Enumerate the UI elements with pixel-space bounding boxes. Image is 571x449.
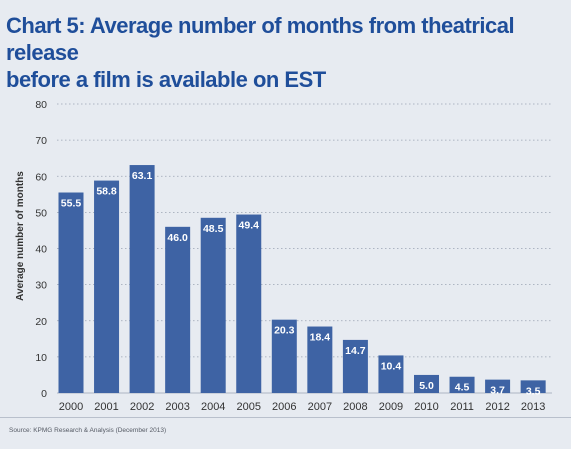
bar-value-label: 20.3 [274,325,295,337]
bar [129,165,155,393]
bar-value-label: 63.1 [132,170,153,182]
bar-value-label: 5.0 [419,380,434,392]
x-tick-label: 2003 [165,401,189,413]
bar [200,217,226,393]
x-tick-label: 2005 [237,401,261,413]
bar-value-label: 14.7 [345,345,366,357]
y-tick-label: 20 [35,316,47,328]
value-labels: 55.5 58.8 63.1 46.0 48.5 49.4 20.3 18.4 14.7 10.4… [61,170,541,397]
y-axis-ticks: 0 10 20 30 40 50 60 70 80 [35,99,47,400]
x-tick-label: 2002 [130,401,154,413]
bar [236,214,262,393]
source-note: Source: KPMG Research & Analysis (Decemb… [9,427,167,434]
y-tick-label: 40 [35,244,47,256]
y-tick-label: 10 [35,352,47,364]
x-axis-ticks: 2000 2001 2002 2003 2004 2005 2006 2007 2008 2009… [59,401,546,413]
x-tick-label: 2004 [201,401,225,413]
y-axis-label: Average number of months [15,171,26,301]
bar-value-label: 18.4 [310,332,331,344]
x-tick-label: 2013 [521,401,545,413]
y-tick-label: 80 [35,99,47,111]
x-tick-label: 2012 [485,401,509,413]
x-tick-label: 2007 [308,401,332,413]
bar-value-label: 10.4 [381,360,402,372]
bar [58,192,84,393]
bars [58,165,546,393]
x-tick-label: 2006 [272,401,296,413]
x-tick-label: 2000 [59,401,83,413]
bar-value-label: 4.5 [455,382,470,394]
chart-title: Chart 5: Average number of months from t… [6,12,566,93]
bar [94,180,120,393]
bar-value-label: 55.5 [61,198,82,210]
bar-value-label: 3.7 [490,385,505,397]
chart-title-line-2: before a film is available on EST [6,67,326,92]
y-tick-label: 50 [35,207,47,219]
bar-value-label: 48.5 [203,223,224,235]
bar [378,355,404,393]
bar-value-label: 46.0 [167,232,188,244]
bar [520,380,546,393]
bar [485,379,511,393]
y-tick-label: 0 [41,388,47,400]
y-tick-label: 30 [35,280,47,292]
bar [414,374,439,393]
chart-title-line-1: Chart 5: Average number of months from t… [6,13,515,65]
bar [271,319,297,393]
bar [342,339,368,393]
bar-value-label: 49.4 [239,220,260,232]
x-tick-label: 2010 [414,401,438,413]
x-tick-label: 2001 [94,401,118,413]
x-tick-label: 2009 [379,401,403,413]
bar-value-label: 3.5 [526,385,541,397]
y-tick-label: 70 [35,135,47,147]
bar [307,326,333,393]
bar [449,376,475,393]
bar [165,226,191,393]
bar-value-label: 58.8 [96,186,117,198]
x-tick-label: 2008 [343,401,367,413]
footer-divider [0,417,571,418]
y-tick-label: 60 [35,171,47,183]
x-tick-label: 2011 [450,401,474,413]
